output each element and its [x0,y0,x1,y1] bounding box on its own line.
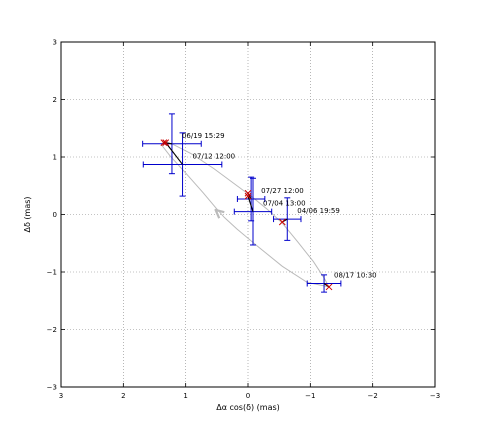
model-marker [325,283,333,291]
x-tick-label: −3 [430,392,440,400]
residual-link [247,195,254,212]
x-tick-label: 2 [121,392,125,400]
y-tick-label: 2 [53,96,57,104]
date-label: 07/04 13:00 [263,200,306,208]
date-label: 08/17 10:30 [334,272,377,280]
y-tick-label: −2 [47,326,57,334]
date-label: 06/19 15:29 [182,132,225,140]
x-tick-label: 0 [246,392,250,400]
model-marker [160,139,168,146]
y-tick-label: −3 [47,384,57,392]
x-axis-label: Δα cos(δ) (mas) [216,403,280,412]
y-tick-label: −1 [47,269,57,277]
date-label: 07/12 12:00 [193,152,236,160]
date-label: 04/06 19:59 [297,207,340,215]
date-label: 07/27 12:00 [261,187,304,195]
date-annotations: 06/19 15:29 07/12 12:00 07/27 12:00 07/04 1… [182,132,377,280]
x-tick-label: 1 [183,392,187,400]
model-marker [244,189,252,197]
observation-model-links [163,142,330,288]
y-tick-label: 3 [53,39,57,47]
x-tick-label: −2 [368,392,378,400]
y-axis-label: Δδ (mas) [23,196,32,232]
x-tick-label: −1 [305,392,315,400]
x-tick-label: 3 [59,392,63,400]
model-marker [278,218,286,226]
gridlines [61,42,435,387]
orbit-direction-arrow [214,208,225,219]
model-marker [162,139,170,146]
model-positions [160,139,333,291]
residual-link [165,142,183,165]
y-tick-label: 0 [53,211,57,219]
y-tick-label: 1 [53,154,57,162]
model-marker [244,192,252,200]
